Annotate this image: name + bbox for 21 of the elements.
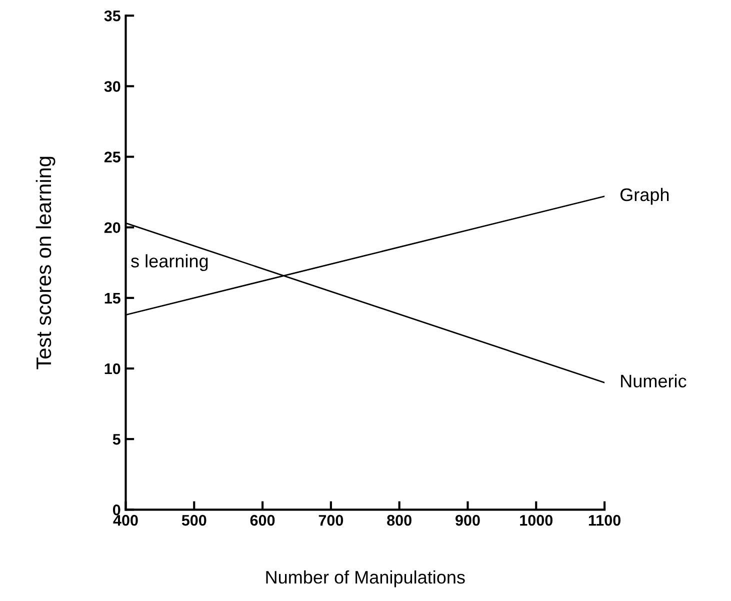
x-tick-label: 800	[387, 514, 412, 526]
y-tick-label: 5	[112, 434, 120, 445]
y-tick-label: 30	[104, 81, 120, 92]
y-tick-label: 15	[104, 292, 120, 304]
x-axis-title: Number of Manipulations	[266, 570, 465, 588]
annotation: s learning	[131, 254, 208, 272]
x-tick-label: 700	[318, 514, 344, 526]
y-tick-label: 0	[112, 504, 120, 516]
series-label: Graph	[620, 188, 669, 205]
x-tick-label: 900	[456, 514, 480, 526]
y-tick-label: 25	[104, 152, 120, 162]
x-tick-label: 500	[182, 514, 206, 526]
x-tick-label: 600	[250, 514, 275, 526]
series-label: Numeric	[621, 374, 686, 388]
y-tick-label: 20	[104, 222, 120, 234]
x-tick-label: 1100	[588, 514, 620, 526]
x-tick-label: 400	[113, 514, 138, 526]
y-axis-title: Test scores on learning	[36, 156, 56, 370]
y-tick-label: 10	[104, 363, 120, 374]
x-tick-label: 1000	[520, 514, 553, 526]
y-tick-label: 35	[104, 10, 120, 22]
